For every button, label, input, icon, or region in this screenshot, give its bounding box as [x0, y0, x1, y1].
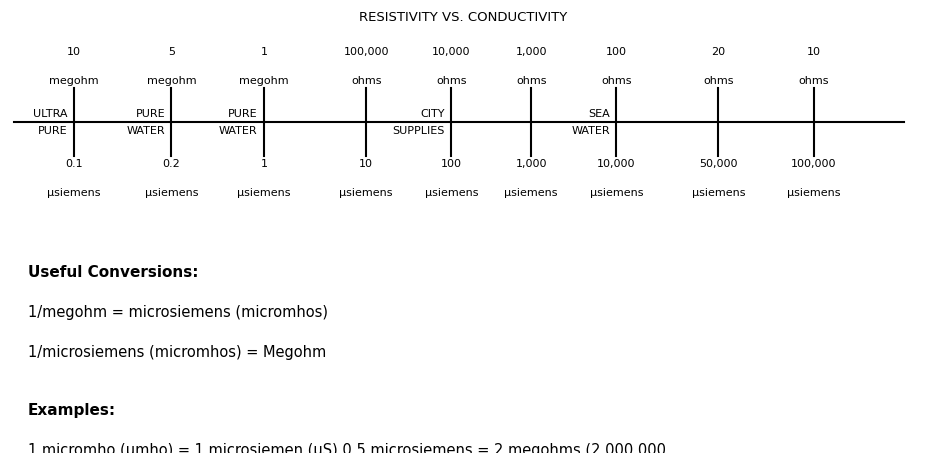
Text: μsiemens: μsiemens	[692, 188, 745, 198]
Text: μsiemens: μsiemens	[237, 188, 291, 198]
Text: ohms: ohms	[799, 76, 829, 86]
Text: μsiemens: μsiemens	[47, 188, 101, 198]
Text: ohms: ohms	[351, 76, 381, 86]
Text: 100: 100	[441, 159, 462, 169]
Text: 100: 100	[606, 47, 627, 57]
Text: ohms: ohms	[437, 76, 466, 86]
Text: 1,000: 1,000	[515, 47, 547, 57]
Text: 100,000: 100,000	[343, 47, 389, 57]
Text: 1: 1	[260, 47, 268, 57]
Text: ULTRA: ULTRA	[33, 109, 68, 119]
Text: μsiemens: μsiemens	[425, 188, 478, 198]
Text: 20: 20	[711, 47, 726, 57]
Text: Useful Conversions:: Useful Conversions:	[28, 265, 198, 280]
Text: PURE: PURE	[135, 109, 165, 119]
Text: WATER: WATER	[571, 126, 610, 136]
Text: PURE: PURE	[228, 109, 258, 119]
Text: megohm: megohm	[146, 76, 197, 86]
Text: μsiemens: μsiemens	[504, 188, 558, 198]
Text: WATER: WATER	[219, 126, 258, 136]
Text: μsiemens: μsiemens	[590, 188, 643, 198]
Text: 10: 10	[67, 47, 82, 57]
Text: 100,000: 100,000	[791, 159, 837, 169]
Text: 0.1: 0.1	[65, 159, 83, 169]
Text: megohm: megohm	[49, 76, 99, 86]
Text: CITY: CITY	[421, 109, 445, 119]
Text: 10: 10	[359, 159, 374, 169]
Text: μsiemens: μsiemens	[339, 188, 393, 198]
Text: SUPPLIES: SUPPLIES	[393, 126, 445, 136]
Text: 10: 10	[806, 47, 821, 57]
Text: 1,000: 1,000	[515, 159, 547, 169]
Text: 1/megohm = microsiemens (micromhos): 1/megohm = microsiemens (micromhos)	[28, 305, 328, 320]
Text: ohms: ohms	[516, 76, 546, 86]
Text: SEA: SEA	[589, 109, 610, 119]
Text: 0.2: 0.2	[162, 159, 181, 169]
Text: 10,000: 10,000	[432, 47, 471, 57]
Text: μsiemens: μsiemens	[787, 188, 841, 198]
Text: WATER: WATER	[126, 126, 165, 136]
Text: megohm: megohm	[239, 76, 289, 86]
Text: RESISTIVITY VS. CONDUCTIVITY: RESISTIVITY VS. CONDUCTIVITY	[360, 11, 567, 24]
Text: 1/microsiemens (micromhos) = Megohm: 1/microsiemens (micromhos) = Megohm	[28, 345, 326, 360]
Text: PURE: PURE	[38, 126, 68, 136]
Text: ohms: ohms	[602, 76, 631, 86]
Text: 10,000: 10,000	[597, 159, 636, 169]
Text: 50,000: 50,000	[699, 159, 738, 169]
Text: μsiemens: μsiemens	[145, 188, 198, 198]
Text: Examples:: Examples:	[28, 403, 116, 418]
Text: 5: 5	[168, 47, 175, 57]
Text: ohms: ohms	[704, 76, 733, 86]
Text: 1: 1	[260, 159, 268, 169]
Text: 1 micromho (μmho) = 1 microsiemen (μS) 0.5 microsiemens = 2 megohms (2,000,000: 1 micromho (μmho) = 1 microsiemen (μS) 0…	[28, 443, 666, 453]
